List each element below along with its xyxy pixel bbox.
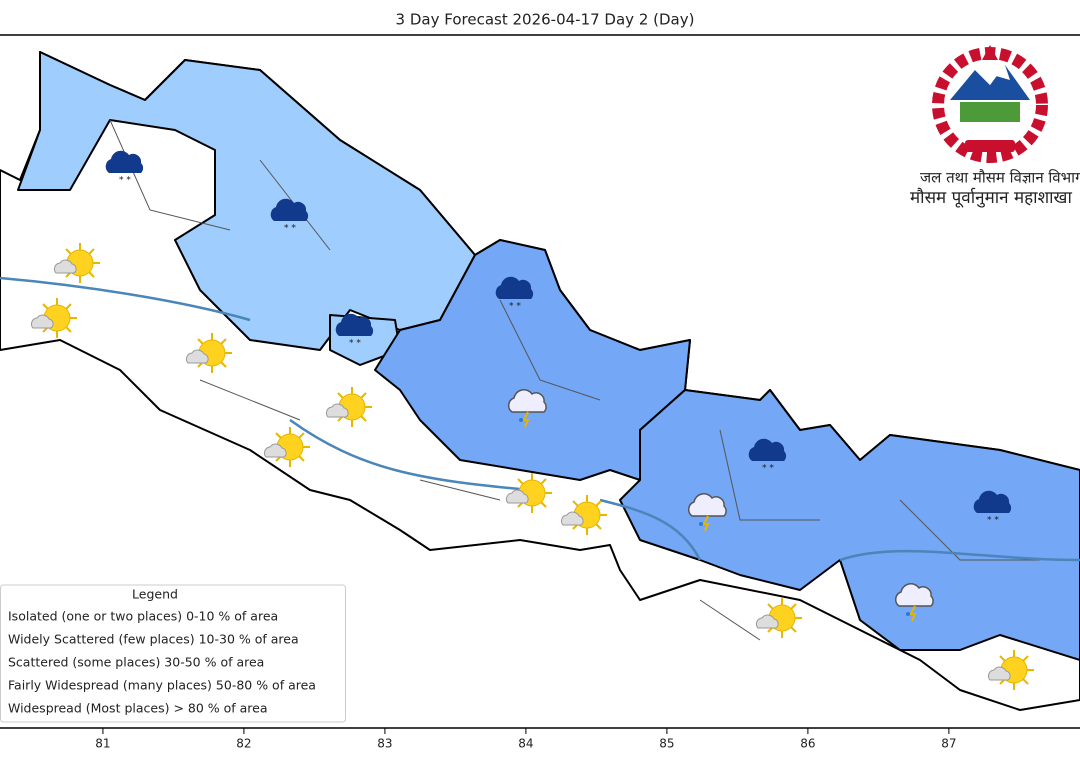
- map-title: 3 Day Forecast 2026-04-17 Day 2 (Day): [396, 11, 695, 29]
- division-name: मौसम पूर्वानुमान महाशाखा: [910, 187, 1072, 208]
- x-tick-label: 87: [941, 737, 956, 751]
- x-tick-label: 83: [377, 737, 392, 751]
- legend-entry: Scattered (some places) 30-50 % of area: [8, 655, 264, 670]
- region-east: [619, 389, 1080, 661]
- x-tick-label: 81: [95, 737, 110, 751]
- department-name: जल तथा मौसम विज्ञान विभाग: [920, 169, 1080, 187]
- legend-box: [0, 584, 346, 723]
- legend-entry: Widespread (Most places) > 80 % of area: [8, 701, 268, 716]
- x-tick-label: 82: [236, 737, 251, 751]
- legend-entry: Widely Scattered (few places) 10-30 % of…: [8, 632, 299, 647]
- emblem: [932, 45, 1048, 163]
- region-west: [17, 51, 476, 351]
- x-tick-label: 85: [659, 737, 674, 751]
- river-lines: [0, 276, 1080, 562]
- region-central: [374, 239, 691, 481]
- sun-icon: [755, 597, 803, 639]
- x-tick-label: 84: [518, 737, 533, 751]
- legend-entry: Isolated (one or two places) 0-10 % of a…: [8, 609, 278, 624]
- legend-title: Legend: [132, 587, 178, 602]
- x-tick-label: 86: [800, 737, 815, 751]
- legend-entry: Fairly Widespread (many places) 50-80 % …: [8, 678, 316, 693]
